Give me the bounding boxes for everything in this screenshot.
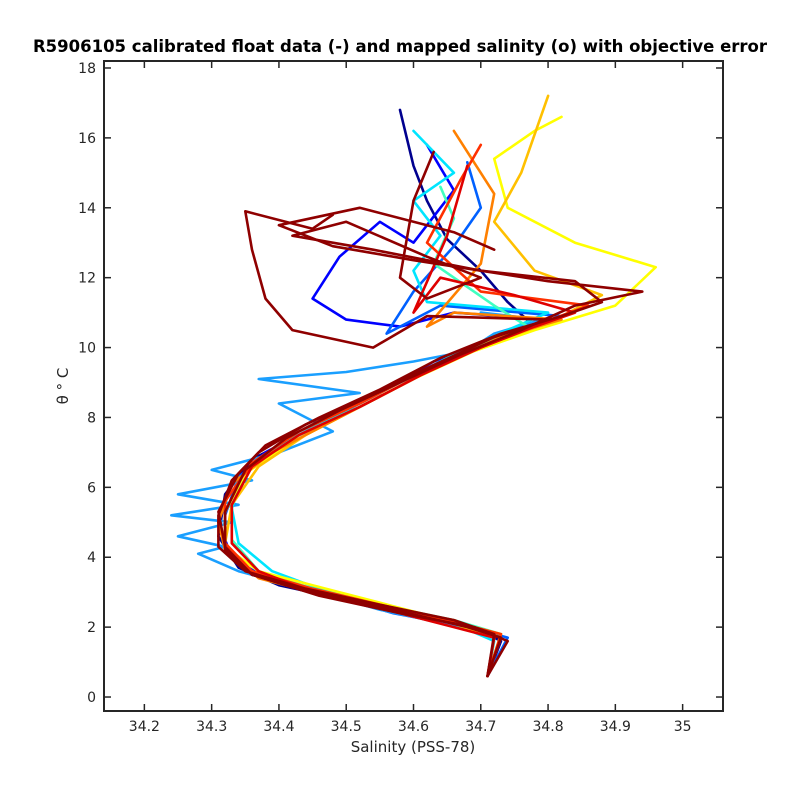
x-axis: 34.2 34.3 34.4 34.5 34.6 34.7 34.8 34.9 35 — [129, 61, 692, 735]
x-tick-label: 34.5 — [331, 719, 362, 735]
profile-line-2 — [217, 143, 550, 678]
profile-line-3 — [223, 161, 563, 678]
profile-line-7 — [223, 115, 658, 678]
x-tick-label: 34.6 — [398, 719, 429, 735]
x-tick-label: 34.7 — [465, 719, 496, 735]
x-tick-label: 34.9 — [600, 719, 631, 735]
y-tick-label: 14 — [78, 201, 96, 217]
y-tick-label: 16 — [78, 131, 96, 147]
y-axis: 0 2 4 6 8 10 12 14 16 18 — [78, 61, 723, 706]
y-tick-label: 6 — [87, 480, 96, 496]
profile-line-13 — [217, 210, 550, 678]
series-layer — [170, 94, 658, 678]
x-tick-label: 35 — [674, 719, 692, 735]
profile-line-9 — [217, 129, 563, 678]
y-tick-label: 18 — [78, 61, 96, 77]
y-tick-label: 10 — [78, 341, 96, 357]
chart-title: R5906105 calibrated float data (-) and m… — [33, 37, 768, 56]
y-tick-label: 0 — [87, 690, 96, 706]
y-tick-label: 4 — [87, 550, 96, 566]
y-tick-label: 12 — [78, 271, 96, 287]
profile-line-8 — [223, 94, 604, 678]
x-tick-label: 34.8 — [532, 719, 563, 735]
x-tick-label: 34.2 — [129, 719, 160, 735]
plot-frame — [103, 60, 724, 712]
x-axis-label: Salinity (PSS-78) — [351, 738, 476, 756]
x-tick-label: 34.4 — [263, 719, 294, 735]
y-tick-label: 8 — [87, 410, 96, 426]
profile-line-11 — [230, 164, 577, 678]
x-tick-label: 34.3 — [196, 719, 227, 735]
y-tick-label: 2 — [87, 620, 96, 636]
profile-line-12 — [217, 150, 604, 678]
profile-line-14 — [223, 206, 644, 678]
y-axis-label: θ ° C — [54, 368, 72, 405]
